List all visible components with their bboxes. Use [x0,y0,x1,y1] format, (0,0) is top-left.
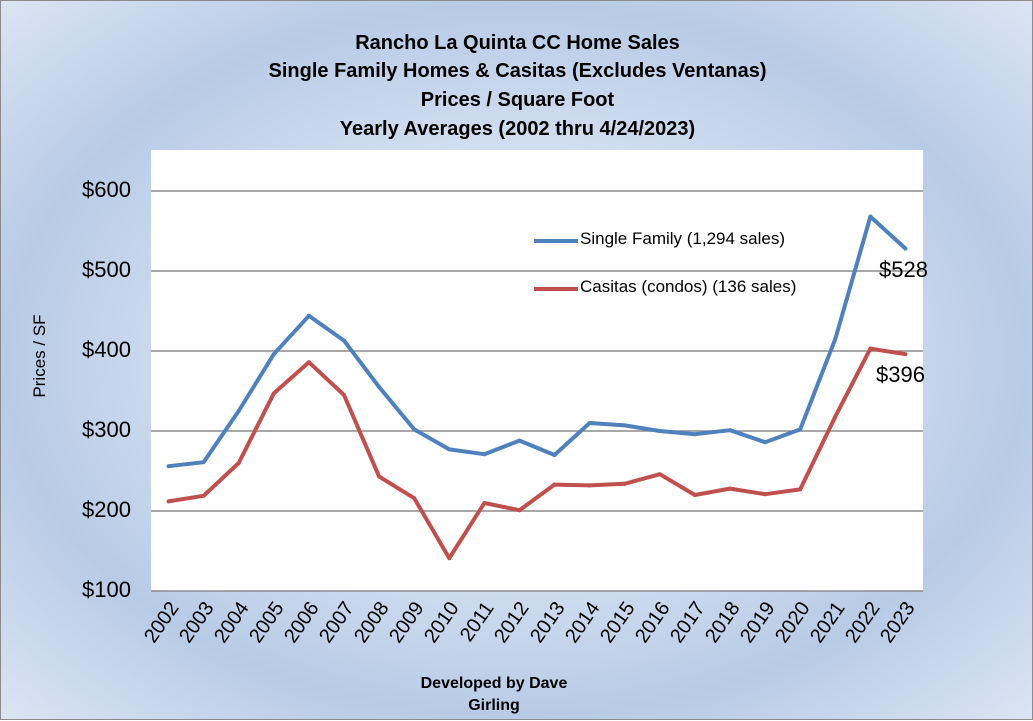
y-axis-title: Prices / SF [30,314,49,398]
series-line-single-family [168,214,907,469]
data-point-casitas-2005 [271,391,276,396]
end-label-casitas: $396 [876,362,925,387]
data-point-single-family-2003 [201,460,206,465]
data-point-single-family-2021 [833,337,838,341]
data-point-casitas-2014 [587,483,592,488]
y-tick-label: $200 [82,497,131,522]
y-tick-label: $500 [82,257,131,282]
data-point-single-family-2013 [552,453,557,457]
data-point-single-family-2005 [271,352,276,357]
data-point-casitas-2017 [692,493,697,497]
series-line-casitas [168,346,906,561]
footer-credit-line-1: Developed by Dave [420,675,568,692]
data-point-single-family-2007 [342,338,346,343]
y-tick-label: $600 [82,177,131,202]
data-point-casitas-2003 [201,493,206,498]
data-point-casitas-2004 [236,461,241,465]
data-point-casitas-2020 [798,487,803,492]
data-point-casitas-2007 [342,393,346,397]
data-point-single-family-2009 [412,427,417,432]
data-point-single-family-2010 [447,447,452,452]
data-point-single-family-2012 [517,438,522,443]
data-point-single-family-2018 [728,428,732,433]
y-tick-label: $100 [82,577,131,602]
legend-label-casitas: Casitas (condos) (136 sales) [580,277,797,296]
data-point-casitas-2011 [482,501,487,505]
data-point-single-family-2002 [166,464,171,469]
data-point-single-family-2008 [377,385,382,389]
data-point-casitas-2008 [377,474,382,479]
data-point-casitas-2009 [412,496,417,501]
data-point-casitas-2012 [517,508,522,513]
y-tick-label: $300 [82,417,131,442]
data-point-single-family-2016 [657,429,662,433]
chart-title-line-2: Single Family Homes & Casitas (Excludes … [268,60,767,82]
data-point-casitas-2016 [657,472,662,477]
y-tick-label: $400 [82,337,131,362]
chart-title-line-4: Yearly Averages (2002 thru 4/24/2023) [339,118,696,140]
legend-swatch-casitas [534,287,578,291]
legend-label-single-family: Single Family (1,294 sales) [580,229,786,248]
data-point-casitas-2019 [763,492,768,497]
data-point-casitas-2002 [166,499,171,504]
footer-credit-line-2: Girling [468,697,520,714]
chart-title-line-1: Rancho La Quinta CC Home Sales [355,32,680,54]
plot-area [151,150,923,591]
data-point-single-family-2017 [692,432,697,437]
legend-item-single-family: Single Family (1,294 sales) [534,229,834,251]
chart-title-line-3: Prices / Square Foot [420,89,615,111]
data-point-single-family-2014 [587,421,592,425]
data-point-casitas-2013 [552,482,557,487]
legend-item-casitas: Casitas (condos) (136 sales) [534,277,834,299]
data-point-single-family-2011 [482,452,487,457]
data-point-single-family-2022 [868,214,873,219]
data-point-casitas-2010 [447,556,452,561]
data-point-casitas-2015 [622,481,627,486]
data-point-single-family-2015 [622,423,627,428]
data-point-casitas-2023 [903,352,908,357]
data-point-casitas-2021 [833,414,838,419]
end-label-single-family: $528 [879,257,928,282]
data-point-single-family-2004 [236,409,241,413]
data-point-casitas-2022 [868,346,873,351]
data-point-casitas-2006 [306,360,311,365]
data-point-single-family-2020 [798,427,803,432]
data-point-single-family-2006 [306,313,311,318]
data-point-single-family-2023 [903,246,908,251]
data-point-casitas-2018 [728,486,732,491]
legend-swatch-single-family [534,239,578,243]
data-point-single-family-2019 [763,440,768,445]
